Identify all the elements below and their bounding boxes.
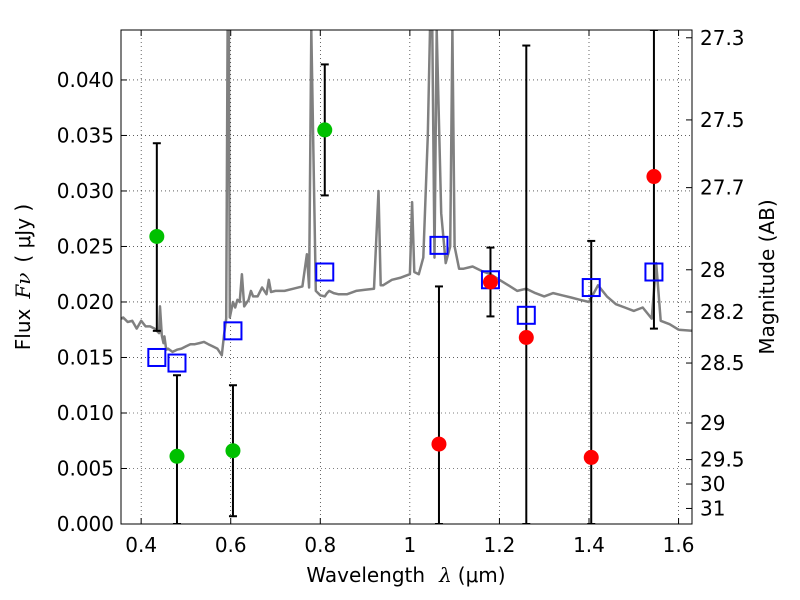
model-photometry-square bbox=[516, 305, 536, 325]
model-photometry-square bbox=[147, 347, 167, 367]
model-sed-line bbox=[121, 30, 692, 357]
x-tick-label: 1 bbox=[403, 533, 416, 557]
nir-data-point bbox=[583, 449, 599, 465]
y-axis-label: FluxFν( μJy ) bbox=[11, 204, 35, 350]
axis-ticks: 0.4 0.6 0.8 1 1.2 1.4 1.6 0.000 0.005 0.010 0.015 0… bbox=[57, 26, 745, 557]
model-photometry-square bbox=[644, 262, 664, 282]
x-tick-label: 0.6 bbox=[215, 533, 247, 557]
y2-axis-label: Magnitude (AB) bbox=[755, 199, 779, 354]
y-tick-label: 0.020 bbox=[57, 290, 114, 314]
x-tick-label: 1.2 bbox=[484, 533, 516, 557]
x-tick-label: 0.4 bbox=[125, 533, 157, 557]
y-tick-label: 0.040 bbox=[57, 68, 114, 92]
y-tick-label: 0.030 bbox=[57, 179, 114, 203]
nir-data-point bbox=[518, 330, 534, 346]
y-tick-label: 0.010 bbox=[57, 401, 114, 425]
y-tick-label: 0.025 bbox=[57, 234, 114, 258]
y2-tick-label: 28.2 bbox=[700, 300, 745, 324]
model-photometry-square bbox=[167, 353, 187, 373]
model-photometry-square bbox=[581, 278, 601, 298]
y2-tick-label: 27.7 bbox=[700, 176, 745, 200]
y2-tick-label: 28.5 bbox=[700, 351, 745, 375]
y2-tick-label: 28 bbox=[700, 258, 725, 282]
y2-tick-label: 29 bbox=[700, 411, 725, 435]
model-photometry-square bbox=[223, 321, 243, 341]
y2-tick-label: 27.5 bbox=[700, 108, 745, 132]
y-tick-label: 0.005 bbox=[57, 456, 114, 480]
x-tick-label: 0.8 bbox=[304, 533, 336, 557]
x-tick-label: 1.4 bbox=[573, 533, 605, 557]
optical-data-point bbox=[317, 122, 333, 138]
optical-data-point bbox=[169, 448, 185, 464]
y-tick-label: 0.000 bbox=[57, 512, 114, 536]
y2-tick-label: 30 bbox=[700, 472, 725, 496]
y-tick-label: 0.035 bbox=[57, 123, 114, 147]
optical-data-point bbox=[225, 443, 241, 459]
model-photometry-square bbox=[315, 262, 335, 282]
nir-data-point bbox=[646, 169, 662, 185]
nir-data-point bbox=[431, 436, 447, 452]
x-axis-label: Wavelength λ (μm) bbox=[306, 563, 505, 587]
x-tick-label: 1.6 bbox=[663, 533, 695, 557]
y2-tick-label: 31 bbox=[700, 496, 725, 520]
axes-frame bbox=[120, 29, 693, 525]
optical-data-point bbox=[149, 228, 165, 244]
y-tick-label: 0.015 bbox=[57, 345, 114, 369]
y2-tick-label: 29.5 bbox=[700, 448, 745, 472]
y2-tick-label: 27.3 bbox=[700, 26, 745, 50]
plot-area bbox=[121, 30, 692, 524]
model-photometry-square bbox=[429, 235, 449, 255]
nir-data-point bbox=[482, 274, 498, 290]
